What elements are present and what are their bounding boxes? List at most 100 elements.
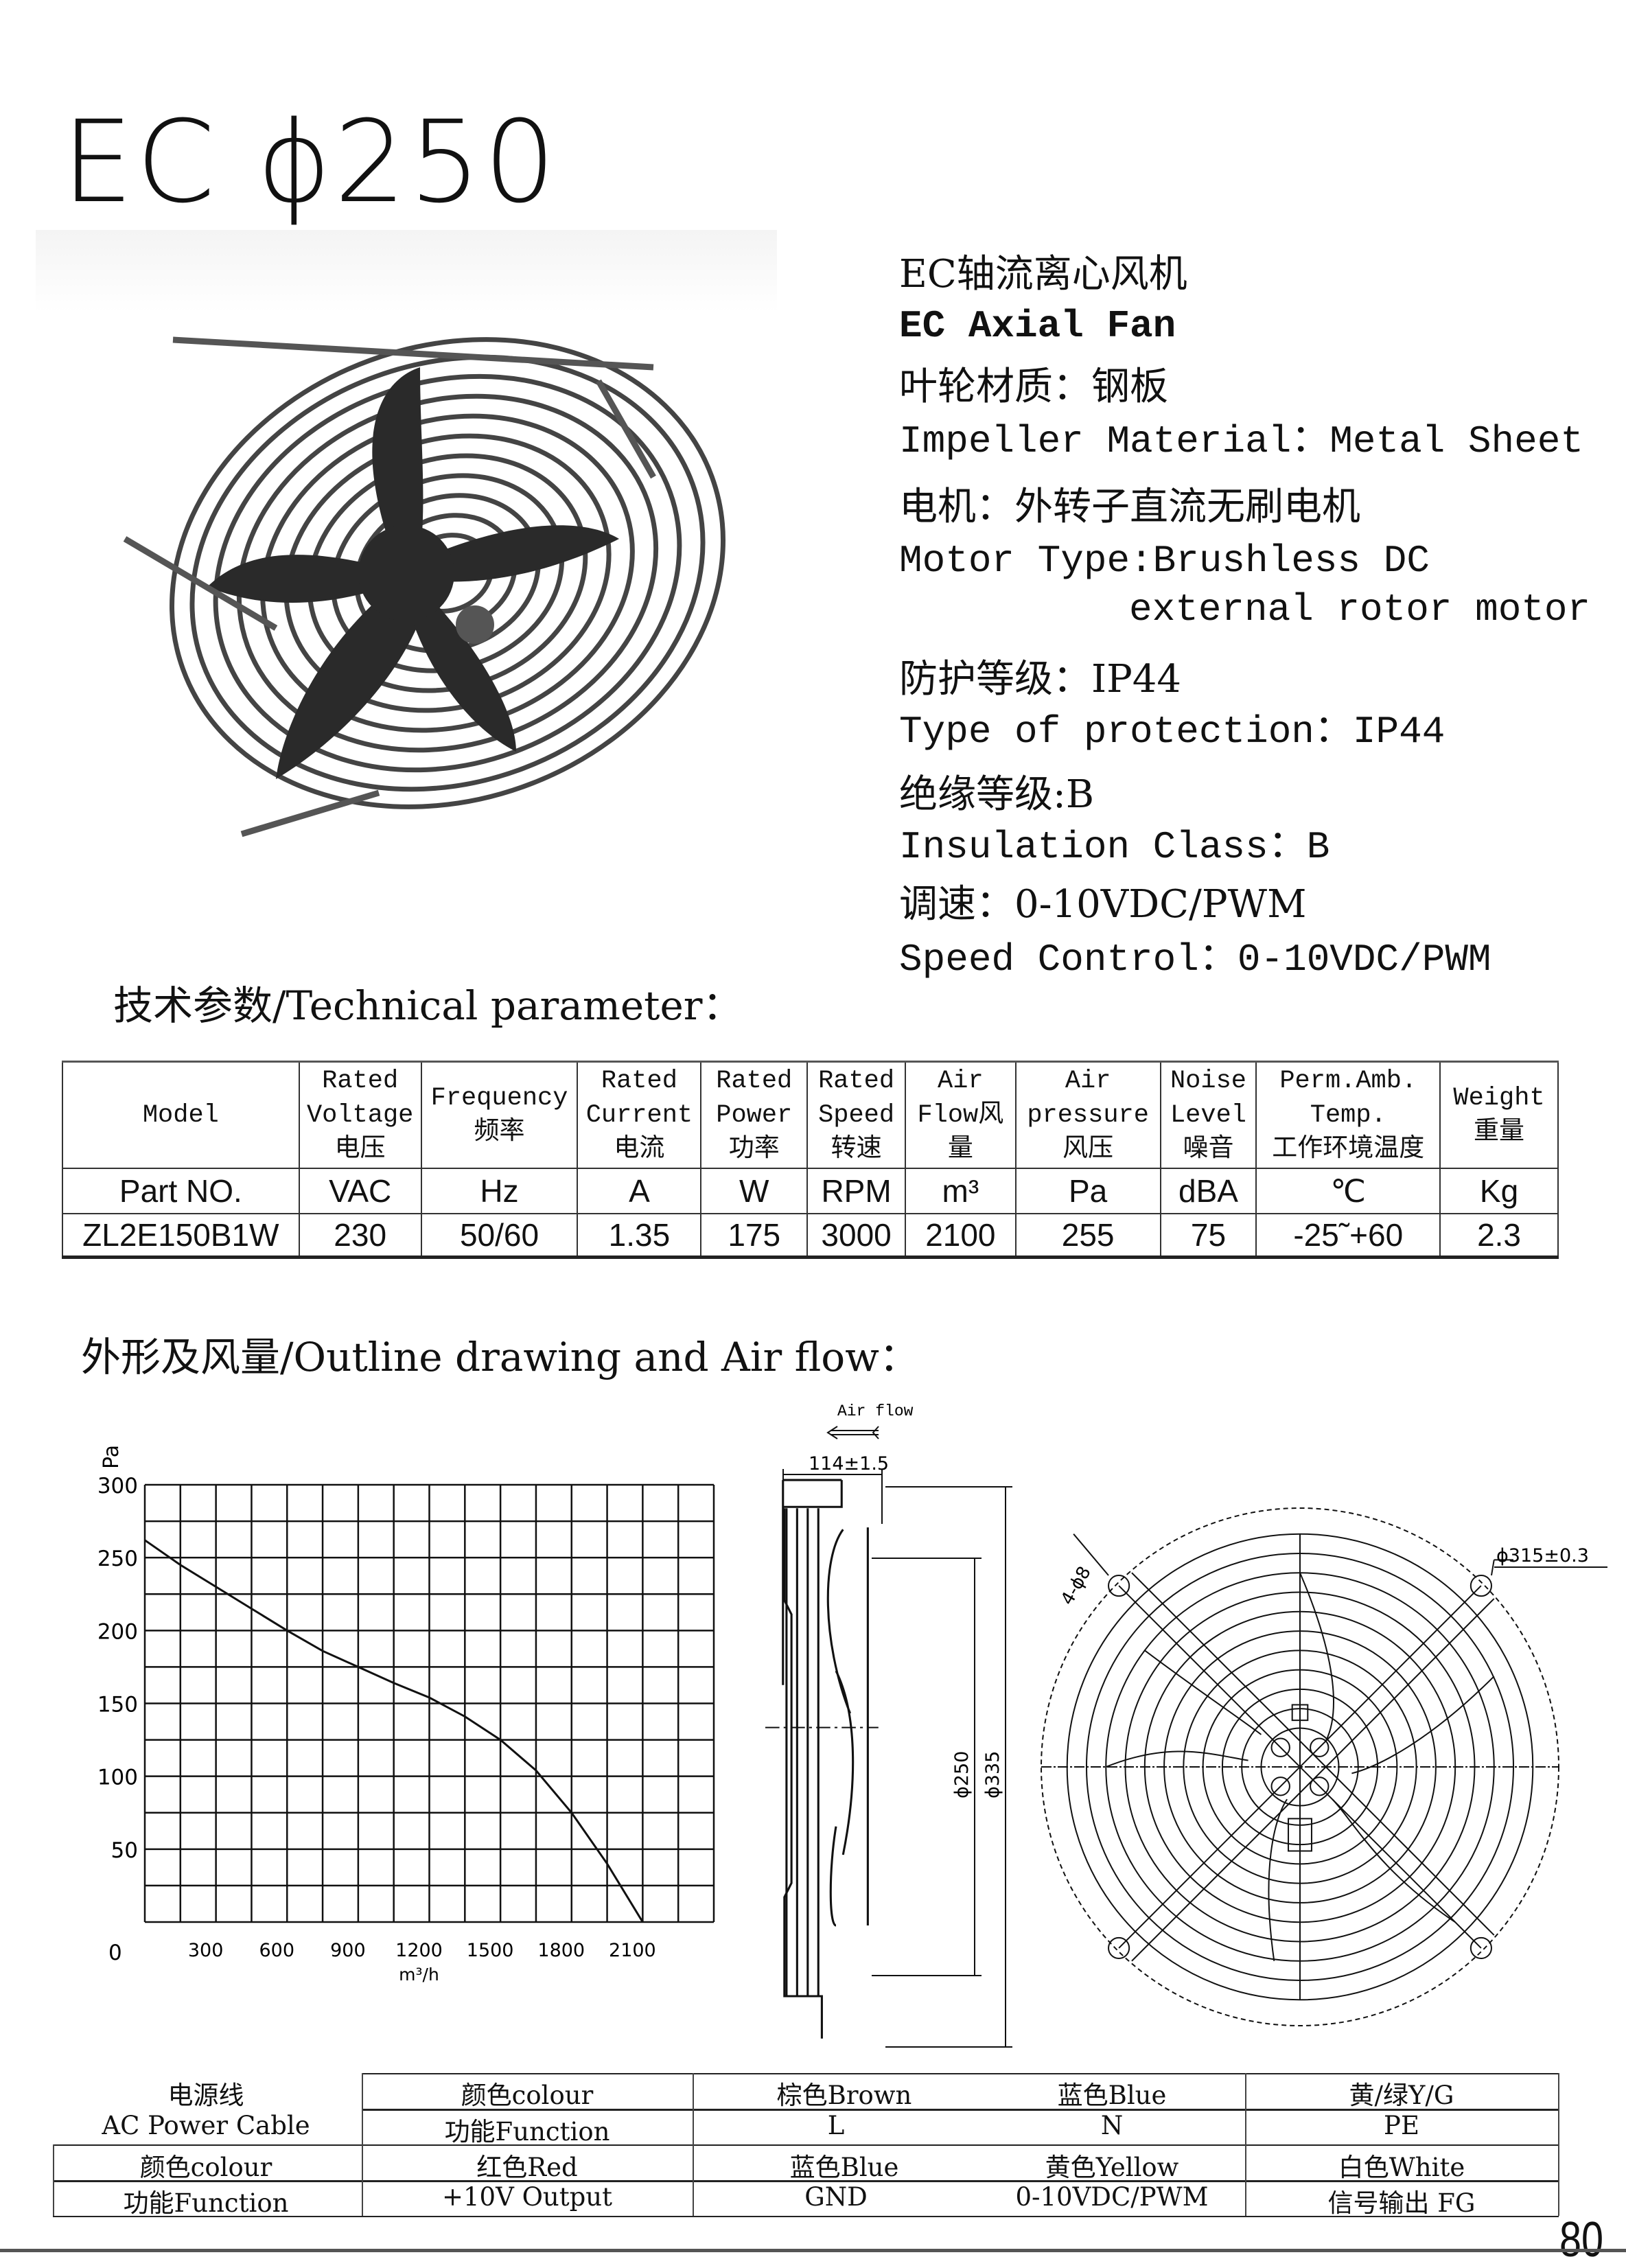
cable-cell: PE: [1384, 2111, 1419, 2140]
header-line: Flow风: [906, 1098, 1015, 1133]
spec-protection-en: Type of protection：IP44: [899, 713, 1445, 751]
spec-speed-cn: 调速：0-10VDC/PWM: [899, 886, 1306, 924]
header-line: Rated: [300, 1064, 421, 1098]
header-line: 噪音: [1161, 1133, 1256, 1167]
value-cell: 50/60: [421, 1214, 578, 1258]
header-line: 频率: [422, 1115, 577, 1150]
spec-insulation-cn: 绝缘等级:B: [899, 776, 1094, 814]
y-axis-label: Pa: [100, 1445, 124, 1469]
cable-cell: 黄色Yellow: [1045, 2146, 1179, 2184]
unit-cell: m³: [905, 1168, 1016, 1214]
mounting-holes: 4-ϕ8: [1057, 1563, 1095, 1609]
cable-cell: 蓝色Blue: [790, 2146, 899, 2184]
y-tick-label: 100: [97, 1766, 138, 1790]
unit-cell: ℃: [1256, 1168, 1440, 1214]
header-line: Weight: [1441, 1081, 1557, 1115]
y-tick-label: 150: [97, 1693, 138, 1717]
header-cell: Perm.Amb.Temp.工作环境温度: [1256, 1062, 1440, 1169]
ac-power-label-cn: 电源线: [168, 2074, 244, 2111]
x-tick-label: 900: [330, 1940, 366, 1961]
cable-cell: 颜色colour: [140, 2146, 272, 2184]
spec-motor-en-1: Motor Type:Brushless DC: [899, 542, 1430, 580]
outline-drawing: Air flow 114±1.5 ϕ250 ϕ335 4: [741, 1387, 1613, 2059]
cable-cell: 棕色Brown: [777, 2074, 912, 2111]
header-line: Perm.Amb.: [1257, 1064, 1439, 1098]
header-line: 功率: [701, 1133, 806, 1167]
cable-cell: 信号输出 FG: [1328, 2182, 1476, 2219]
header-line: 量: [906, 1133, 1015, 1167]
value-cell: 2.3: [1440, 1214, 1558, 1258]
spec-motor-cn: 电机：外转子直流无刷电机: [899, 488, 1360, 526]
cable-cell: 功能Function: [445, 2111, 610, 2148]
header-line: 电流: [578, 1133, 700, 1167]
impeller-diameter: ϕ250: [951, 1751, 973, 1798]
spec-impeller-en: Impeller Material：Metal Sheet: [899, 422, 1583, 461]
header-line: 重量: [1441, 1115, 1557, 1150]
value-cell: 75: [1161, 1214, 1257, 1258]
unit-cell: Part NO.: [62, 1168, 299, 1214]
header-line: Air: [906, 1064, 1015, 1098]
value-cell: 255: [1016, 1214, 1161, 1258]
spec-motor-en-2: external rotor motor: [1129, 590, 1590, 629]
value-cell: 1.35: [577, 1214, 701, 1258]
value-cell: 175: [701, 1214, 807, 1258]
header-line: Voltage: [300, 1098, 421, 1133]
x-tick-label: 2100: [609, 1940, 656, 1961]
unit-cell: Pa: [1016, 1168, 1161, 1214]
cable-cell: +10V Output: [442, 2182, 612, 2212]
header-cell: Model: [62, 1062, 299, 1169]
header-line: Rated: [701, 1064, 806, 1098]
header-line: Level: [1161, 1098, 1256, 1133]
cable-cell: 功能Function: [124, 2182, 289, 2219]
front-view: [1041, 1508, 1559, 2026]
header-line: 电压: [300, 1133, 421, 1167]
header-line: Noise: [1161, 1064, 1256, 1098]
airflow-arrow-icon: [828, 1426, 879, 1439]
unit-cell: Kg: [1440, 1168, 1558, 1214]
y-tick-label: 200: [97, 1619, 138, 1644]
x-tick-label: 600: [259, 1940, 294, 1961]
unit-cell: W: [701, 1168, 807, 1214]
unit-cell: VAC: [299, 1168, 421, 1214]
hole-circle-diameter: ϕ315±0.3: [1496, 1545, 1589, 1566]
tech-parameter-heading: 技术参数/Technical parameter：: [113, 973, 743, 1031]
spec-protection-cn: 防护等级：IP44: [899, 660, 1181, 699]
spec-speed-en: Speed Control：0-10VDC/PWM: [899, 940, 1491, 979]
page-number: 80: [1559, 2212, 1603, 2268]
header-line: Frequency: [422, 1081, 577, 1115]
x-tick-label: 300: [188, 1940, 224, 1961]
depth-dimension: 114±1.5: [809, 1453, 889, 1474]
y-tick-label: 50: [111, 1838, 138, 1863]
spec-impeller-cn: 叶轮材质：钢板: [899, 368, 1168, 406]
header-line: Temp.: [1257, 1098, 1439, 1133]
value-cell: 3000: [807, 1214, 905, 1258]
side-view: [765, 1480, 879, 2039]
y-tick-label: 300: [97, 1474, 138, 1498]
cable-cell: 颜色colour: [461, 2074, 594, 2111]
value-cell: 230: [299, 1214, 421, 1258]
header-line: Power: [701, 1098, 806, 1133]
airflow-label: Air flow: [837, 1402, 914, 1420]
cable-cell: GND: [804, 2182, 868, 2212]
header-line: 工作环境温度: [1257, 1133, 1439, 1167]
cable-cell: 0-10VDC/PWM: [1015, 2182, 1208, 2212]
header-line: Rated: [808, 1064, 905, 1098]
cable-cell: 黄/绿Y/G: [1349, 2074, 1454, 2111]
outer-diameter: ϕ335: [982, 1751, 1003, 1798]
unit-cell: A: [577, 1168, 701, 1214]
unit-cell: RPM: [807, 1168, 905, 1214]
cable-cell: 蓝色Blue: [1058, 2074, 1167, 2111]
value-cell: 2100: [905, 1214, 1016, 1258]
x-tick-label: 1500: [467, 1940, 514, 1961]
cable-cell: 红色Red: [476, 2146, 577, 2184]
